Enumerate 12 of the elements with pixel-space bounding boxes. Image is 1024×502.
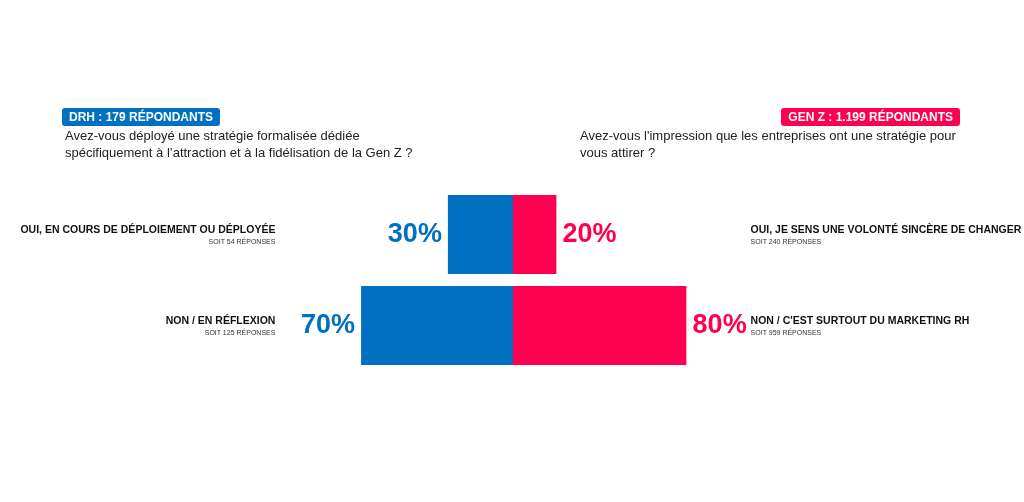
text: Avez-vous l'impression que les entreprises ont une stratégie pour vous attirer ? bbox=[580, 127, 957, 161]
data-label: 70% bbox=[301, 308, 356, 339]
data-label: 30% bbox=[387, 217, 442, 248]
data-label: 80% bbox=[692, 308, 747, 339]
text: Avez-vous déployé une stratégie formalisée dédiée spécifiquement à l’attraction et à la fidélisation de la Gen Z ? bbox=[65, 127, 414, 161]
y-tick-label: OUI, EN COURS DE DÉPLOIEMENT OU DÉPLOYÉE bbox=[20, 223, 276, 236]
y-tick-label: NON / C'EST SURTOUT DU MARKETING RH bbox=[750, 314, 970, 327]
y-tick-label: OUI, JE SENS UNE VOLONTÉ SINCÈRE DE CHANGER bbox=[750, 223, 1022, 236]
data-label: 20% bbox=[562, 217, 617, 248]
y-tick-label: NON / EN RÉFLEXION bbox=[165, 314, 276, 327]
text: GEN Z : 1.199 RÉPONDANTS bbox=[781, 108, 960, 126]
text: DRH : 179 RÉPONDANTS bbox=[62, 108, 221, 126]
